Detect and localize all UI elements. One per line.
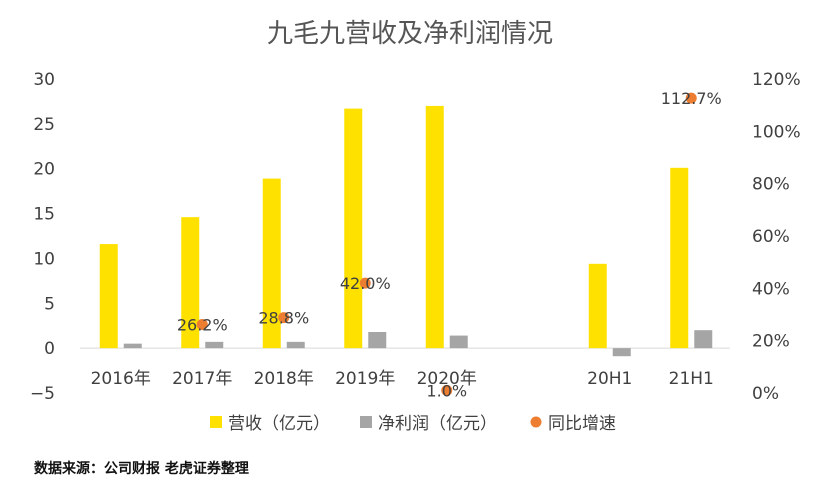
growth-label: 26.2% bbox=[177, 315, 228, 334]
revenue-bar bbox=[344, 108, 363, 349]
legend-marker bbox=[210, 416, 222, 428]
revenue-bar bbox=[425, 105, 444, 349]
left-tick-label: 15 bbox=[33, 205, 55, 225]
category-label: 20H1 bbox=[587, 369, 632, 389]
right-tick-label: 80% bbox=[752, 175, 790, 195]
right-axis: 120% 100% 80% 60% 40% 20% 0% bbox=[752, 70, 801, 404]
revenue-bar bbox=[262, 178, 281, 349]
right-tick-label: 20% bbox=[752, 332, 790, 352]
growth-point bbox=[278, 312, 290, 324]
category-label: 2019年 bbox=[335, 369, 395, 389]
revenue-bar bbox=[670, 167, 689, 349]
revenue-bar bbox=[181, 217, 200, 349]
growth-label: 28.8% bbox=[258, 309, 309, 328]
legend-label: 营收（亿元） bbox=[228, 414, 330, 434]
category-label: 2020年 bbox=[417, 369, 477, 389]
revenue-bar bbox=[588, 263, 607, 349]
legend-marker bbox=[530, 416, 542, 428]
revenue-bar bbox=[99, 244, 118, 349]
legend-label: 净利润（亿元） bbox=[378, 414, 497, 434]
left-tick-label: 25 bbox=[33, 115, 55, 135]
net-profit-bar bbox=[449, 335, 468, 349]
legend: 营收（亿元） 净利润（亿元） 同比增速 bbox=[210, 414, 616, 434]
right-tick-label: 100% bbox=[752, 122, 801, 142]
left-tick-label: 5 bbox=[44, 294, 55, 314]
net-profit-bar bbox=[694, 330, 713, 349]
left-tick-label: 0 bbox=[44, 339, 55, 359]
category-label: 2017年 bbox=[172, 369, 232, 389]
category-label: 2016年 bbox=[91, 369, 151, 389]
left-tick-label: 10 bbox=[33, 249, 55, 269]
growth-points: 26.2% 28.8% 42.0% 1.0% 112.7% bbox=[177, 89, 722, 400]
growth-point bbox=[441, 384, 453, 396]
chart-title: 九毛九营收及净利润情况 bbox=[267, 19, 553, 49]
right-tick-label: 60% bbox=[752, 227, 790, 247]
left-tick-label: −5 bbox=[30, 384, 55, 404]
bars bbox=[99, 105, 713, 357]
net-profit-bar bbox=[205, 341, 224, 349]
right-tick-label: 40% bbox=[752, 279, 790, 299]
category-labels: 2016年 2017年 2018年 2019年 2020年 20H1 21H1 bbox=[91, 369, 714, 389]
left-tick-label: 30 bbox=[33, 70, 55, 90]
net-profit-bar bbox=[286, 341, 305, 349]
growth-point bbox=[196, 318, 208, 330]
growth-point bbox=[685, 92, 697, 104]
category-label: 2018年 bbox=[254, 369, 314, 389]
left-axis: 30 25 20 15 10 5 0 −5 bbox=[30, 70, 55, 404]
legend-label: 同比增速 bbox=[548, 414, 616, 434]
net-profit-bar bbox=[612, 348, 631, 357]
net-profit-bar bbox=[368, 331, 387, 349]
left-tick-label: 20 bbox=[33, 160, 55, 180]
growth-point bbox=[359, 277, 371, 289]
growth-label: 112.7% bbox=[661, 89, 722, 108]
legend-marker bbox=[360, 416, 372, 428]
right-tick-label: 120% bbox=[752, 70, 801, 90]
net-profit-bar bbox=[123, 343, 142, 349]
growth-label: 42.0% bbox=[340, 274, 391, 293]
category-label: 21H1 bbox=[669, 369, 714, 389]
growth-label: 1.0% bbox=[426, 381, 467, 400]
source-note: 数据来源：公司财报 老虎证券整理 bbox=[34, 461, 249, 477]
right-tick-label: 0% bbox=[752, 384, 779, 404]
